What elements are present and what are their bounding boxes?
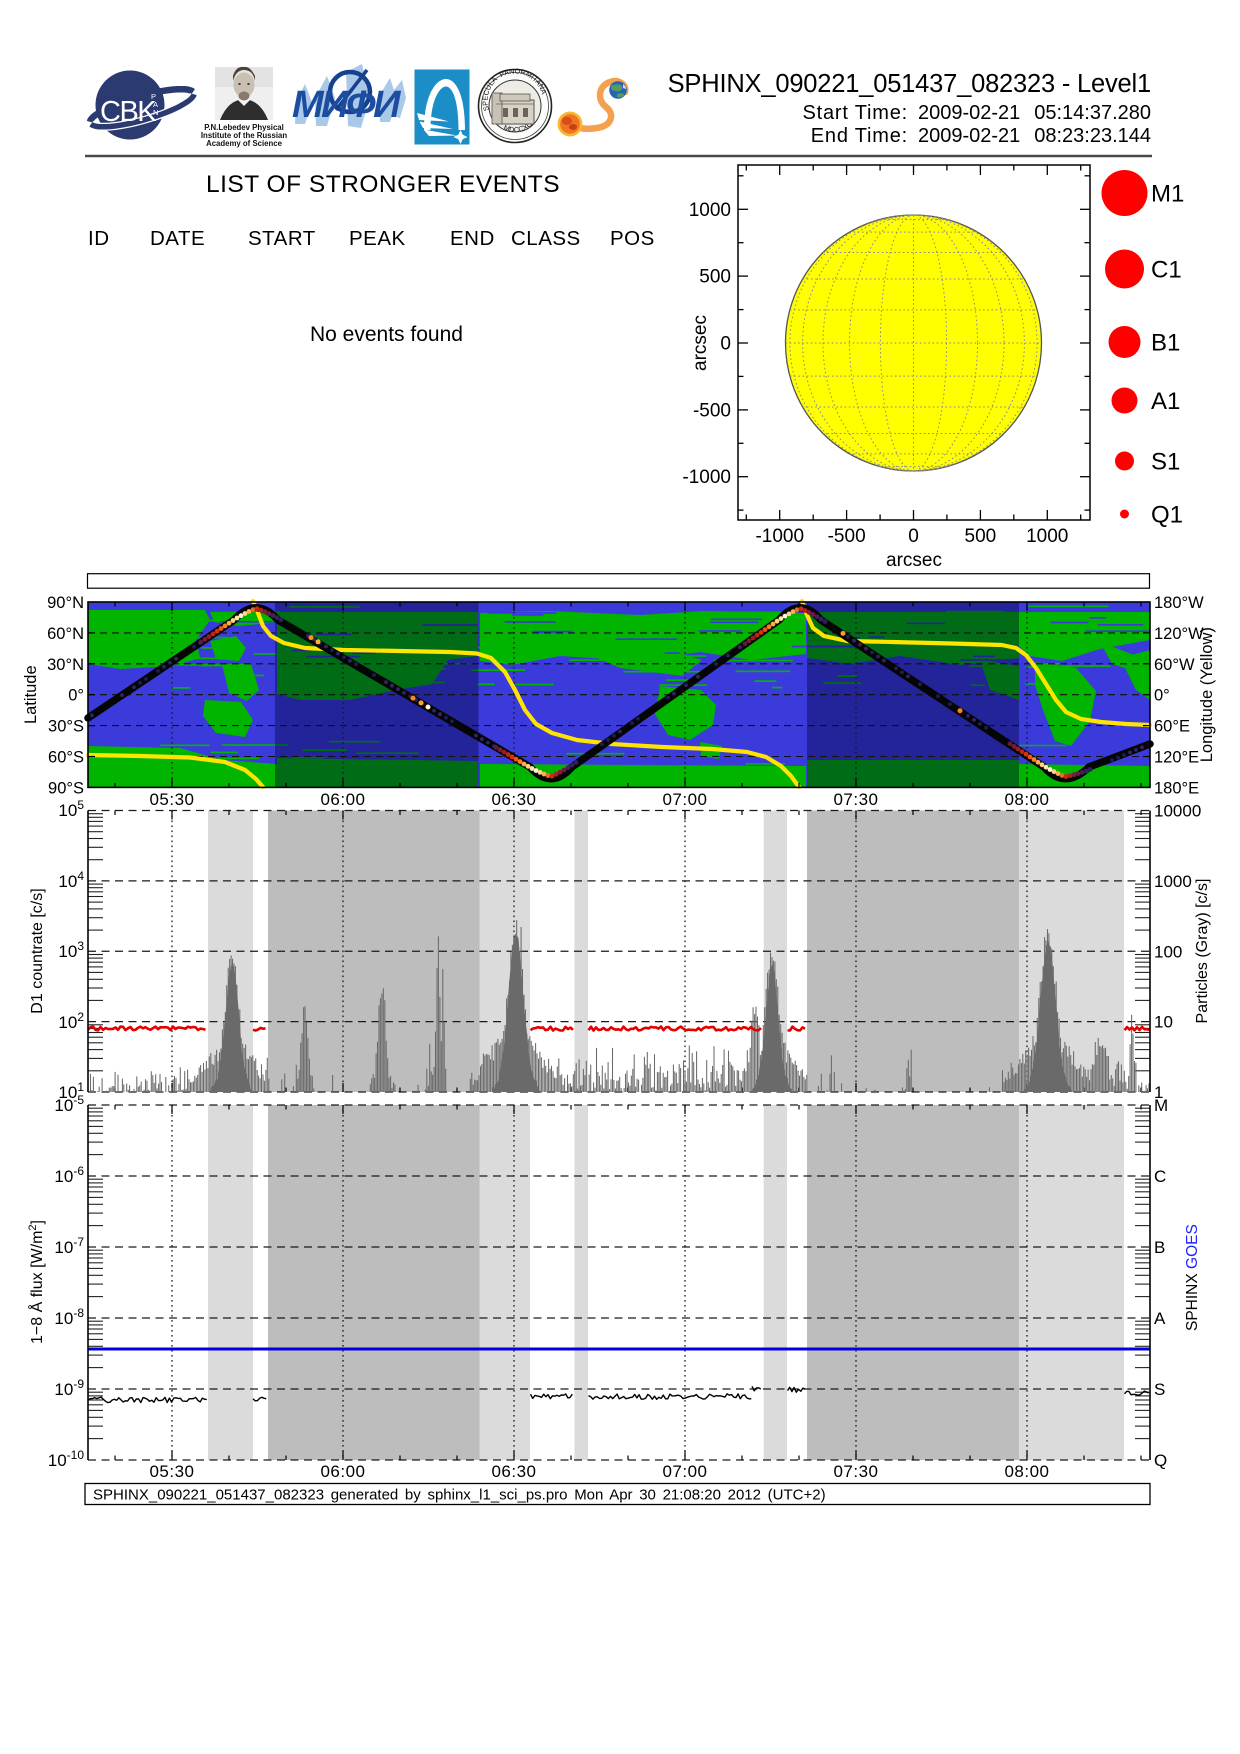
svg-text:05:30: 05:30 bbox=[149, 1462, 194, 1481]
svg-text:0°: 0° bbox=[68, 687, 84, 705]
svg-text:08:00: 08:00 bbox=[1004, 1462, 1049, 1481]
svg-text:Academy of Science: Academy of Science bbox=[206, 139, 283, 148]
svg-text:Q1: Q1 bbox=[1151, 502, 1183, 529]
svg-text:M1: M1 bbox=[1151, 181, 1184, 208]
svg-text:60°W: 60°W bbox=[1154, 656, 1195, 674]
svg-text:S: S bbox=[1154, 1380, 1165, 1399]
svg-text:-1000: -1000 bbox=[682, 467, 731, 488]
svg-text:08:23:23.144: 08:23:23.144 bbox=[1034, 125, 1151, 147]
svg-text:06:00: 06:00 bbox=[320, 1462, 365, 1481]
svg-text:A: A bbox=[153, 100, 158, 109]
svg-text:A1: A1 bbox=[1151, 388, 1180, 415]
svg-text:120°W: 120°W bbox=[1154, 625, 1204, 643]
svg-text:06:00: 06:00 bbox=[320, 790, 365, 809]
svg-text:B: B bbox=[1154, 1238, 1165, 1257]
svg-text:ID: ID bbox=[88, 227, 110, 250]
svg-text:Start Time:: Start Time: bbox=[803, 102, 909, 124]
svg-text:PEAK: PEAK bbox=[349, 227, 406, 250]
svg-text:Institute of the Russian: Institute of the Russian bbox=[201, 131, 287, 140]
svg-text:-500: -500 bbox=[693, 400, 731, 421]
svg-text:Longitude (Yellow): Longitude (Yellow) bbox=[1198, 627, 1216, 762]
svg-text:07:00: 07:00 bbox=[662, 790, 707, 809]
svg-text:P: P bbox=[151, 92, 156, 101]
svg-text:End Time:: End Time: bbox=[811, 125, 908, 147]
svg-text:100: 100 bbox=[1154, 942, 1182, 961]
svg-text:180°W: 180°W bbox=[1154, 594, 1204, 612]
svg-text:МИФИ: МИФИ bbox=[292, 84, 401, 126]
svg-text:SPHINX_090221_051437_082323 ge: SPHINX_090221_051437_082323 generated by… bbox=[93, 1487, 826, 1504]
svg-text:-1000: -1000 bbox=[755, 526, 804, 547]
svg-text:1000: 1000 bbox=[1026, 526, 1068, 547]
svg-text:START: START bbox=[248, 227, 316, 250]
svg-text:-500: -500 bbox=[828, 526, 866, 547]
svg-text:90°S: 90°S bbox=[48, 779, 84, 797]
svg-text:arcsec: arcsec bbox=[690, 315, 711, 371]
svg-text:1000: 1000 bbox=[1154, 872, 1192, 891]
svg-text:500: 500 bbox=[699, 267, 731, 288]
svg-text:07:00: 07:00 bbox=[662, 1462, 707, 1481]
svg-text:90°N: 90°N bbox=[47, 594, 84, 612]
svg-text:M: M bbox=[1154, 1096, 1168, 1115]
svg-text:07:30: 07:30 bbox=[833, 1462, 878, 1481]
svg-text:D1 countrate [c/s]: D1 countrate [c/s] bbox=[29, 888, 46, 1013]
svg-text:120°E: 120°E bbox=[1154, 749, 1199, 767]
svg-text:C1: C1 bbox=[1151, 257, 1182, 284]
svg-text:30°S: 30°S bbox=[48, 718, 84, 736]
svg-text:06:30: 06:30 bbox=[491, 1462, 536, 1481]
svg-text:60°N: 60°N bbox=[47, 625, 84, 643]
svg-text:END: END bbox=[450, 227, 495, 250]
svg-text:N: N bbox=[153, 108, 158, 117]
svg-text:SPHINX_090221_051437_082323 -: SPHINX_090221_051437_082323 - Level1 bbox=[668, 70, 1151, 98]
svg-text:arcsec: arcsec bbox=[886, 550, 942, 571]
svg-text:0: 0 bbox=[720, 334, 731, 355]
svg-text:30°N: 30°N bbox=[47, 656, 84, 674]
svg-text:1000: 1000 bbox=[689, 200, 731, 221]
svg-text:SPHINX GOES: SPHINX GOES bbox=[1184, 1224, 1201, 1331]
svg-text:1: 1 bbox=[1154, 1083, 1163, 1102]
svg-text:60°S: 60°S bbox=[48, 749, 84, 767]
svg-text:180°E: 180°E bbox=[1154, 779, 1199, 797]
svg-text:06:30: 06:30 bbox=[491, 790, 536, 809]
svg-text:C: C bbox=[1154, 1167, 1166, 1186]
svg-text:1−8 Å flux [W/m2]: 1−8 Å flux [W/m2] bbox=[27, 1220, 46, 1344]
svg-text:Q: Q bbox=[1154, 1451, 1167, 1470]
svg-text:POS: POS bbox=[610, 227, 655, 250]
svg-text:0°: 0° bbox=[1154, 687, 1170, 705]
svg-text:05:30: 05:30 bbox=[149, 790, 194, 809]
svg-text:A: A bbox=[1154, 1309, 1166, 1328]
svg-text:2009-02-21: 2009-02-21 bbox=[918, 125, 1020, 147]
svg-text:CBK: CBK bbox=[100, 96, 157, 128]
svg-text:0: 0 bbox=[908, 526, 919, 547]
svg-text:Particles (Gray) [c/s]: Particles (Gray) [c/s] bbox=[1194, 879, 1211, 1024]
svg-text:05:14:37.280: 05:14:37.280 bbox=[1034, 102, 1151, 124]
svg-text:08:00: 08:00 bbox=[1004, 790, 1049, 809]
svg-text:60°E: 60°E bbox=[1154, 718, 1190, 736]
svg-text:No events found: No events found bbox=[310, 323, 463, 346]
svg-text:10: 10 bbox=[1154, 1013, 1173, 1032]
svg-text:10000: 10000 bbox=[1154, 802, 1201, 821]
svg-text:B1: B1 bbox=[1151, 330, 1180, 357]
svg-text:P.N.Lebedev Physical: P.N.Lebedev Physical bbox=[204, 123, 284, 132]
svg-text:LIST OF STRONGER EVENTS: LIST OF STRONGER EVENTS bbox=[206, 171, 560, 198]
svg-text:DATE: DATE bbox=[150, 227, 205, 250]
svg-text:Latitude: Latitude bbox=[22, 665, 40, 724]
svg-text:500: 500 bbox=[965, 526, 997, 547]
svg-text:CLASS: CLASS bbox=[511, 227, 581, 250]
svg-text:07:30: 07:30 bbox=[833, 790, 878, 809]
svg-text:S1: S1 bbox=[1151, 449, 1180, 476]
svg-text:2009-02-21: 2009-02-21 bbox=[918, 102, 1020, 124]
